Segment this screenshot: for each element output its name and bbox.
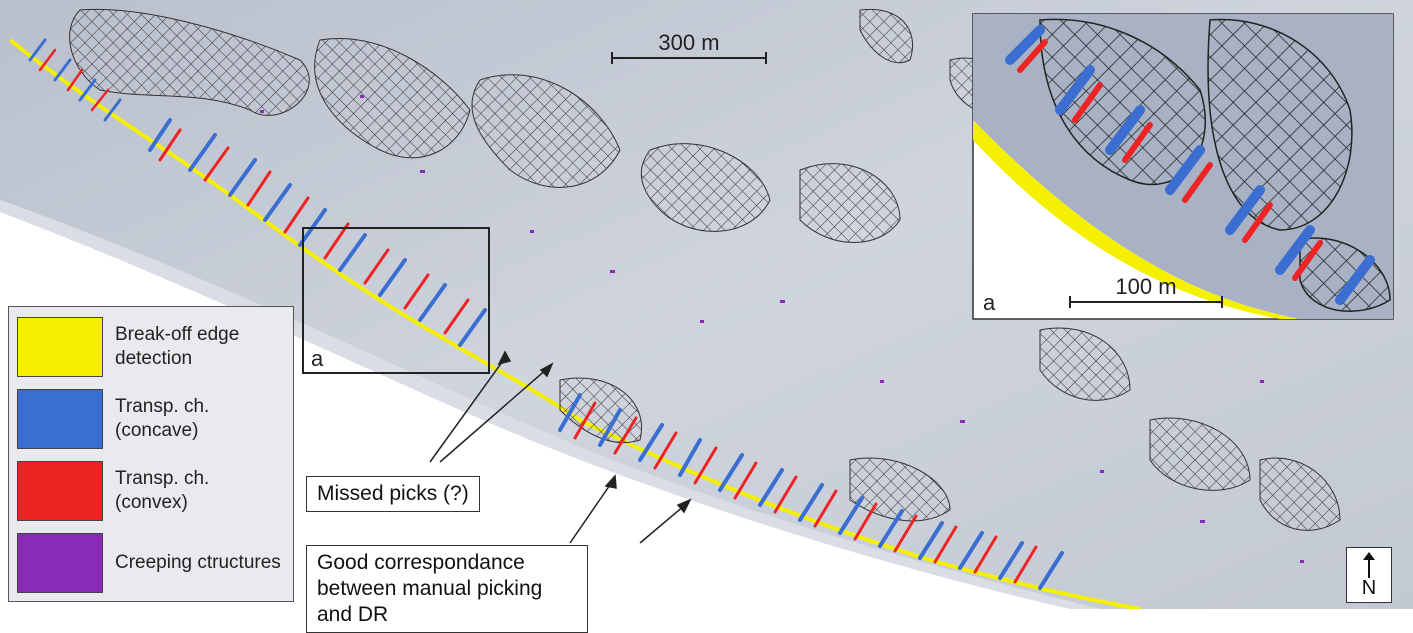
legend-item-break-off: Break-off edge detection bbox=[17, 317, 285, 377]
legend-swatch-red bbox=[17, 461, 103, 521]
legend-item-concave: Transp. ch. (concave) bbox=[17, 389, 285, 449]
north-arrow: N bbox=[1346, 547, 1392, 603]
legend-label: Transp. ch. (concave) bbox=[115, 396, 210, 441]
callout-arrows bbox=[429, 350, 692, 544]
map-view: a 300 m a 100 m bbox=[0, 0, 1413, 609]
main-scale-bar: 300 m bbox=[611, 30, 767, 64]
inset-label: a bbox=[983, 290, 996, 315]
hatched-zones bbox=[69, 8, 1341, 531]
north-letter: N bbox=[1361, 577, 1377, 599]
legend: Break-off edge detection Transp. ch. (co… bbox=[8, 306, 294, 602]
missed-picks-callout: Missed picks (?) bbox=[306, 476, 480, 512]
overview-box-label: a bbox=[311, 346, 324, 371]
legend-label: Creeping ctructures bbox=[115, 552, 281, 573]
legend-swatch-yellow bbox=[17, 317, 103, 377]
legend-item-creeping: Creeping ctructures bbox=[17, 533, 285, 593]
legend-label: Transp. ch. (convex) bbox=[115, 468, 210, 513]
inset-panel: a 100 m bbox=[972, 13, 1394, 320]
legend-swatch-purple bbox=[17, 533, 103, 593]
good-correspondence-callout: Good correspondance between manual picki… bbox=[306, 545, 588, 633]
overview-box-a bbox=[302, 227, 490, 374]
svg-text:300 m: 300 m bbox=[658, 30, 719, 55]
channel-streaks bbox=[28, 38, 1064, 590]
legend-swatch-blue bbox=[17, 389, 103, 449]
break-off-edge bbox=[8, 38, 1141, 609]
inset-scale-label: 100 m bbox=[1115, 274, 1176, 299]
legend-item-convex: Transp. ch. (convex) bbox=[17, 461, 285, 521]
creeping-structures bbox=[260, 95, 1304, 563]
legend-label: Break-off edge detection bbox=[115, 324, 240, 369]
north-arrow-shaft bbox=[1368, 556, 1370, 578]
